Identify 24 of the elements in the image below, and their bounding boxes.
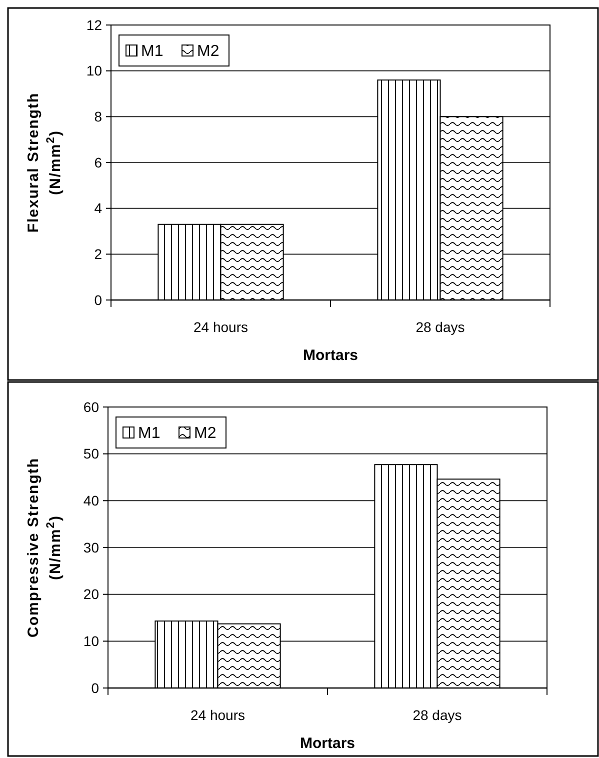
y-tick-label: 0 [91, 680, 100, 696]
y-tick-label: 50 [83, 446, 100, 462]
y-tick-label: 20 [83, 586, 100, 602]
x-tick-label: 24 hours [194, 319, 248, 335]
y-tick-label: 10 [86, 62, 102, 79]
y-tick-label: 60 [83, 398, 100, 415]
legend-label: M1 [138, 425, 160, 442]
y-tick-label: 40 [83, 492, 100, 509]
x-tick-label: 28 days [416, 319, 465, 335]
y-tick-label: 30 [83, 539, 100, 556]
x-tick-label: 28 days [412, 707, 462, 723]
legend-label: M2 [194, 425, 216, 442]
y-tick-label: 2 [94, 246, 102, 262]
y-tick-label: 12 [86, 16, 102, 33]
y-tick-label: 8 [94, 108, 102, 125]
y-tick-label: 6 [94, 154, 102, 170]
x-axis-title: Mortars [302, 347, 358, 364]
x-tick-label: 24 hours [190, 707, 245, 723]
legend-label: M1 [141, 43, 164, 60]
y-tick-label: 10 [83, 633, 100, 650]
y-tick-label: 4 [94, 200, 102, 216]
y-tick-label: 0 [94, 292, 102, 308]
x-axis-title: Mortars [300, 735, 356, 752]
legend-label: M2 [197, 43, 220, 60]
